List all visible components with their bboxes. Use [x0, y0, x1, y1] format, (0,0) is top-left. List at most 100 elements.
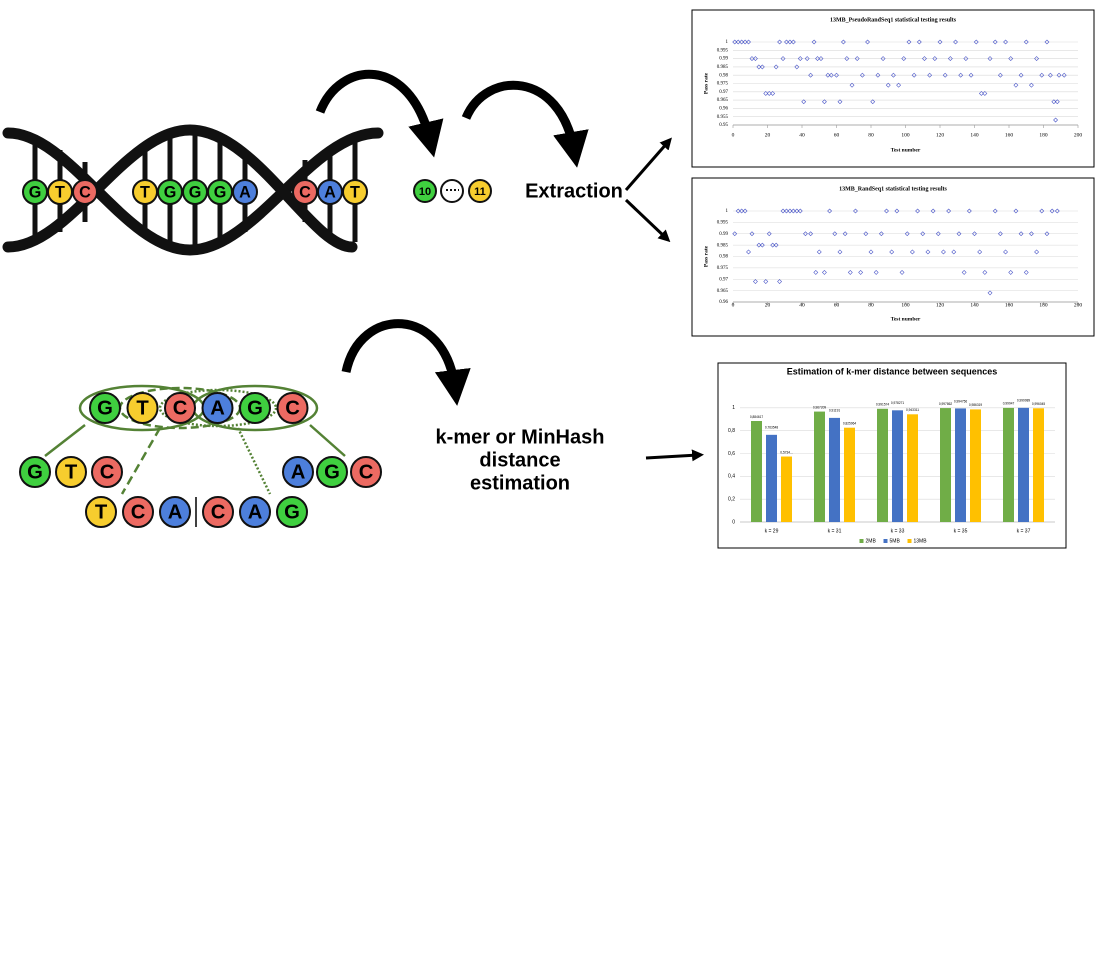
y-tick-label: 0.975: [717, 266, 729, 271]
point: [808, 231, 814, 237]
arrow: [624, 137, 672, 191]
chart-frame: [691, 177, 1095, 337]
base-letter: G: [97, 397, 113, 419]
base-circle: [159, 496, 191, 528]
y-tick-label: 0,4: [728, 474, 735, 480]
point: [904, 231, 910, 237]
base-circle: [122, 496, 154, 528]
kmer-ellipse: [158, 388, 278, 428]
curved-arrow: [341, 319, 471, 406]
bar: [877, 408, 888, 522]
value-label: 0,967209: [813, 405, 827, 409]
base-letter: C: [285, 397, 300, 419]
point: [915, 208, 920, 214]
point: [956, 231, 962, 237]
x-tick-label: 80: [868, 132, 874, 138]
point: [827, 208, 833, 214]
x-tick-label: 140: [970, 132, 979, 138]
point: [780, 208, 786, 214]
point: [863, 231, 869, 237]
value-label: 0,996045: [1032, 402, 1046, 406]
y-tick-label: 0.955: [717, 115, 729, 120]
point: [784, 208, 789, 214]
point: [801, 99, 807, 105]
y-tick-label: 1: [732, 405, 735, 411]
point: [766, 91, 772, 96]
point: [987, 290, 993, 296]
bar: [1003, 407, 1014, 522]
bar: [844, 427, 855, 522]
y-tick-label: 0.99: [719, 232, 728, 237]
point: [873, 270, 879, 275]
y-tick-label: 1: [726, 40, 729, 45]
point: [1061, 72, 1067, 78]
point: [784, 39, 789, 45]
x-tick-label: 180: [1039, 132, 1048, 138]
point: [787, 208, 793, 214]
point: [1013, 208, 1019, 214]
chart-title: 13MB_PseudoRandSeq1 statistical testing …: [830, 17, 957, 23]
point: [859, 72, 865, 78]
bar: [766, 434, 777, 522]
base-letter: T: [65, 461, 78, 483]
point: [880, 56, 886, 62]
point: [780, 56, 786, 62]
point: [739, 39, 745, 45]
legend-swatch: [907, 539, 912, 543]
point: [759, 64, 765, 70]
arrow: [645, 449, 704, 462]
base-letter: T: [140, 183, 150, 201]
point: [746, 39, 751, 45]
point: [749, 56, 755, 62]
y-tick-label: 0.965: [717, 289, 729, 294]
point: [773, 242, 779, 248]
base-circle: [342, 179, 368, 205]
base-letter: G: [27, 461, 43, 483]
point: [816, 249, 822, 255]
y-tick-label: 0.97: [719, 277, 728, 282]
y-tick-label: 0.995: [717, 221, 729, 226]
point: [759, 242, 765, 248]
x-tick-label: k = 29: [765, 528, 779, 534]
point: [1023, 39, 1029, 45]
bar: [781, 456, 792, 522]
point: [1008, 56, 1014, 62]
chart-title: 13MB_RandSeq1 statistical testing result…: [839, 186, 947, 192]
bar: [829, 417, 840, 522]
point: [972, 231, 977, 237]
x-tick-label: k = 31: [828, 528, 842, 534]
base-circle: [55, 456, 87, 488]
point: [1029, 82, 1034, 88]
point: [1029, 231, 1034, 237]
y-axis-label: Pass rate: [703, 72, 709, 94]
y-tick-label: 0.99: [719, 57, 728, 62]
y-tick-label: 0,2: [728, 496, 735, 502]
point: [822, 99, 827, 105]
base-letter: G: [164, 183, 177, 201]
point: [922, 56, 927, 62]
base-circle: [202, 496, 234, 528]
y-tick-label: 0.96: [719, 300, 728, 305]
point: [832, 231, 838, 237]
extraction-label: Extraction: [525, 180, 623, 202]
base-circle: [91, 456, 123, 488]
point: [966, 208, 972, 214]
y-tick-label: 0.97: [719, 90, 728, 95]
base-circle: [19, 456, 51, 488]
point: [1039, 208, 1045, 214]
point: [853, 208, 858, 214]
point: [1039, 72, 1045, 78]
y-tick-label: 0.985: [717, 65, 729, 70]
value-label: 0,986319: [969, 403, 983, 407]
base-circle: [72, 179, 98, 205]
point: [847, 270, 853, 275]
point: [1054, 208, 1060, 214]
point: [790, 39, 796, 45]
point: [896, 82, 902, 88]
point: [865, 39, 870, 45]
point: [870, 99, 876, 105]
point: [911, 72, 917, 78]
base-letter: A: [248, 501, 263, 523]
x-tick-label: 180: [1039, 302, 1048, 308]
point: [803, 231, 808, 237]
